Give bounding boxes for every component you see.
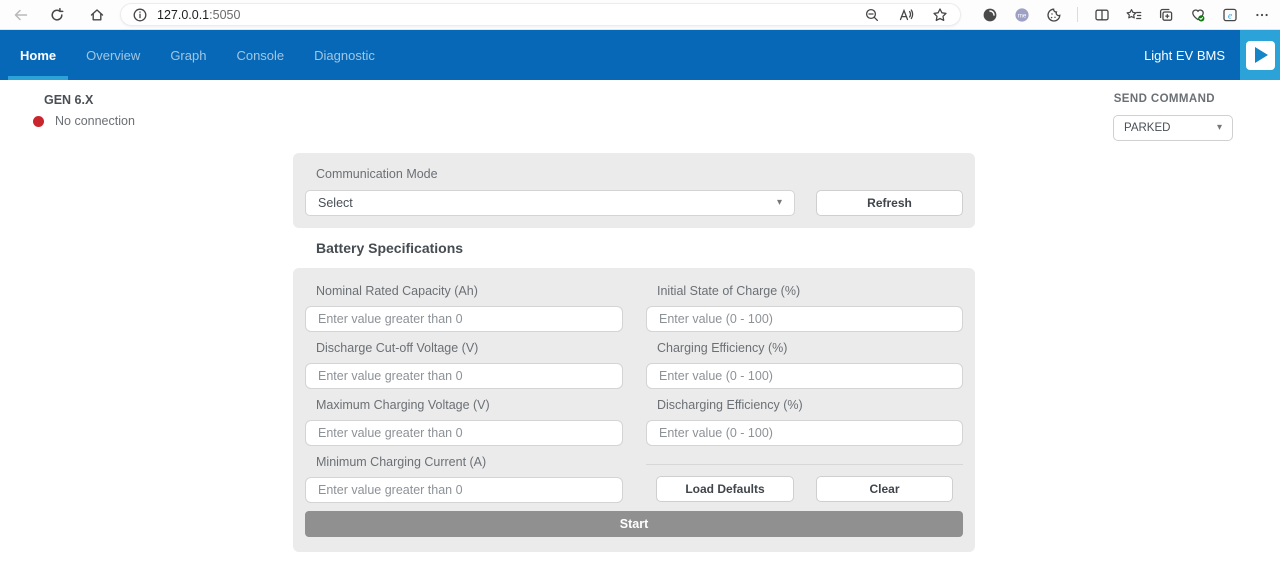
app-logo	[1240, 30, 1280, 80]
charging-efficiency-label: Charging Efficiency (%)	[657, 341, 788, 355]
max-charging-voltage-input[interactable]	[305, 420, 623, 446]
chevron-down-icon: ▾	[1216, 122, 1222, 133]
discharging-efficiency-input[interactable]	[646, 420, 963, 446]
extension-circle-icon[interactable]	[981, 6, 998, 23]
zoom-out-icon[interactable]	[863, 6, 880, 23]
discharge-cutoff-voltage-input[interactable]	[305, 363, 623, 389]
discharge-cutoff-voltage-label: Discharge Cut-off Voltage (V)	[316, 341, 479, 355]
field-discharging-efficiency: Discharging Efficiency (%)	[646, 399, 963, 446]
nominal-capacity-input[interactable]	[305, 306, 623, 332]
svg-text:me: me	[1017, 12, 1026, 19]
initial-soc-input[interactable]	[646, 306, 963, 332]
field-max-charging-voltage: Maximum Charging Voltage (V)	[305, 399, 623, 446]
discharging-efficiency-label: Discharging Efficiency (%)	[657, 398, 803, 412]
battery-specifications-heading: Battery Specifications	[316, 240, 464, 256]
charging-efficiency-input[interactable]	[646, 363, 963, 389]
svg-text:e: e	[1228, 10, 1232, 20]
connection-status-dot	[33, 115, 44, 127]
field-nominal-capacity: Nominal Rated Capacity (Ah)	[305, 285, 623, 332]
max-charging-voltage-label: Maximum Charging Voltage (V)	[316, 398, 490, 412]
clear-button[interactable]: Clear	[816, 476, 953, 502]
brand-title: Light EV BMS	[1144, 47, 1225, 63]
communication-mode-value: Select	[318, 196, 353, 210]
main-content: GEN 6.X No connection SEND COMMAND PARKE…	[0, 80, 1280, 584]
tab-diagnostic[interactable]: Diagnostic	[299, 30, 390, 80]
tab-graph-label: Graph	[170, 47, 207, 63]
communication-mode-select[interactable]: Select ▾	[305, 190, 795, 216]
tab-console-label: Console	[236, 47, 285, 63]
field-discharge-cutoff-voltage: Discharge Cut-off Voltage (V)	[305, 342, 623, 389]
toolbar-divider	[1077, 7, 1078, 22]
collections-icon[interactable]	[1157, 6, 1174, 23]
nominal-capacity-label: Nominal Rated Capacity (Ah)	[316, 284, 478, 298]
communication-mode-label: Communication Mode	[316, 167, 438, 181]
communication-mode-panel: Communication Mode Select ▾ Refresh	[293, 153, 975, 228]
address-bar[interactable]: 127.0.0.1:5050	[120, 3, 961, 26]
tab-overview-label: Overview	[86, 47, 141, 63]
send-command-label: SEND COMMAND	[1113, 93, 1215, 105]
cookie-extension-icon[interactable]	[1045, 6, 1062, 23]
back-icon[interactable]	[12, 6, 29, 23]
active-tab-underline	[8, 76, 69, 80]
tab-diagnostic-label: Diagnostic	[314, 47, 375, 63]
field-min-charging-current: Minimum Charging Current (A)	[305, 456, 623, 503]
actions-divider	[646, 464, 963, 465]
site-info-icon[interactable]	[131, 6, 148, 23]
profile-me-icon[interactable]: me	[1013, 6, 1030, 23]
tab-console[interactable]: Console	[221, 30, 299, 80]
send-command-value: PARKED	[1124, 122, 1171, 134]
start-button[interactable]: Start	[305, 511, 963, 537]
browser-toolbar: 127.0.0.1:5050 me	[0, 0, 1280, 30]
field-charging-efficiency: Charging Efficiency (%)	[646, 342, 963, 389]
tab-home-label: Home	[20, 47, 57, 63]
browser-essentials-icon[interactable]	[1189, 6, 1206, 23]
load-defaults-button[interactable]: Load Defaults	[656, 476, 794, 502]
connection-status-text: No connection	[55, 114, 135, 128]
tab-graph[interactable]: Graph	[155, 30, 221, 80]
home-icon[interactable]	[88, 6, 105, 23]
favorites-bar-icon[interactable]	[1125, 6, 1142, 23]
read-aloud-icon[interactable]	[897, 6, 914, 23]
ie-mode-icon[interactable]: e	[1221, 6, 1238, 23]
more-options-icon[interactable]	[1253, 6, 1270, 23]
min-charging-current-input[interactable]	[305, 477, 623, 503]
play-logo-icon	[1245, 40, 1275, 70]
refresh-button[interactable]: Refresh	[816, 190, 963, 216]
device-model: GEN 6.X	[44, 93, 94, 107]
send-command-dropdown[interactable]: PARKED ▾	[1113, 115, 1233, 141]
field-initial-soc: Initial State of Charge (%)	[646, 285, 963, 332]
refresh-icon[interactable]	[48, 6, 65, 23]
url-text[interactable]: 127.0.0.1:5050	[157, 7, 241, 22]
app-navbar: Home Overview Graph Console Diagnostic L…	[0, 30, 1280, 80]
split-screen-icon[interactable]	[1093, 6, 1110, 23]
nav-tabs: Home Overview Graph Console Diagnostic	[0, 30, 390, 80]
connection-status: No connection	[33, 114, 135, 128]
battery-specifications-panel: Nominal Rated Capacity (Ah) Initial Stat…	[293, 268, 975, 552]
favorite-star-icon[interactable]	[931, 6, 948, 23]
min-charging-current-label: Minimum Charging Current (A)	[316, 455, 487, 469]
tab-home[interactable]: Home	[5, 30, 71, 80]
initial-soc-label: Initial State of Charge (%)	[657, 284, 801, 298]
tab-overview[interactable]: Overview	[71, 30, 155, 80]
chevron-down-icon: ▾	[776, 197, 782, 208]
